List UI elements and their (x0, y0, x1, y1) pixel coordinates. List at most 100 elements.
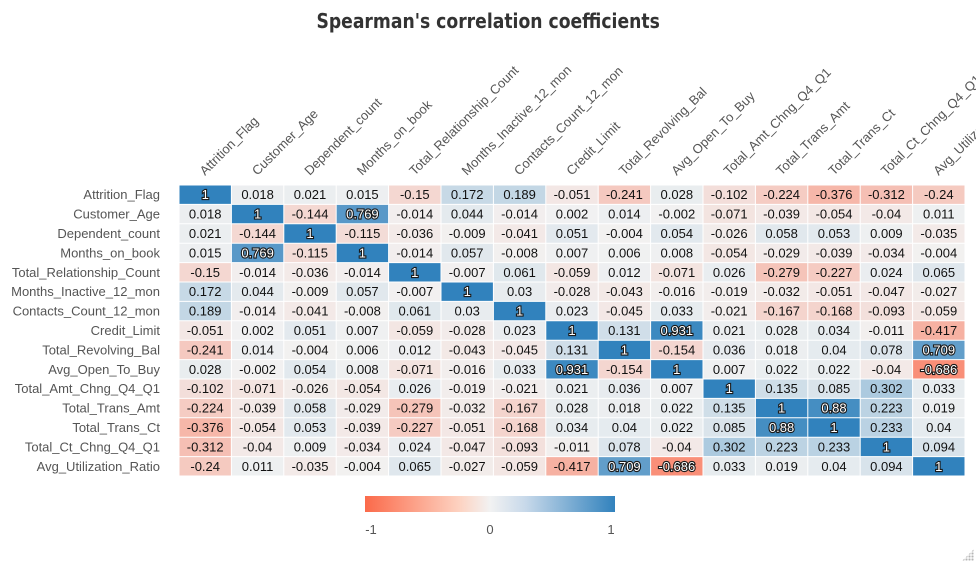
cell-value-label: -0.035 (292, 459, 329, 474)
heatmap-cell (650, 282, 703, 302)
heatmap-cell (703, 223, 756, 244)
heatmap-cell (388, 340, 441, 360)
row-label-avg-utilization-ratio: Avg_Utilization_Ratio (37, 459, 160, 474)
cell-value-label: 0.88 (769, 420, 794, 435)
heatmap-cell (598, 417, 651, 438)
cell-value-label: -0.014 (396, 245, 433, 260)
heatmap-cell (912, 340, 965, 360)
heatmap-cell (703, 282, 756, 302)
heatmap-cell (755, 359, 808, 379)
heatmap-cell (598, 437, 651, 457)
cell-value-label: 0.085 (713, 420, 746, 435)
cell-value-label: 0.094 (870, 459, 903, 474)
heatmap-cell (650, 456, 703, 476)
cell-value-label: 1 (673, 362, 680, 377)
heatmap-cell (755, 262, 808, 282)
heatmap-cell (703, 320, 756, 341)
cell-value-label: 0.028 (556, 401, 589, 416)
cell-value-label: 0.024 (870, 265, 903, 280)
heatmap-cell (807, 262, 861, 282)
heatmap-cell (493, 456, 546, 476)
cell-value-label: 0.189 (503, 187, 536, 202)
cell-value-label: -0.035 (920, 226, 957, 241)
cell-value-label: -0.154 (658, 342, 695, 357)
cell-value-label: 0.233 (818, 439, 851, 454)
heatmap-cell (703, 456, 756, 476)
heatmap-cell (388, 437, 441, 457)
cell-value-label: -0.032 (449, 401, 486, 416)
heatmap-cell (650, 379, 703, 399)
heatmap-cell (545, 456, 599, 476)
heatmap-cell (807, 437, 861, 457)
heatmap-cell (545, 185, 599, 205)
cell-value-label: 0.709 (923, 342, 956, 357)
heatmap-cell (441, 417, 494, 438)
heatmap-cell (860, 456, 913, 476)
heatmap-cell (755, 282, 808, 302)
heatmap-cell (755, 320, 808, 341)
heatmap-cell (231, 437, 284, 457)
cell-value-label: 0.189 (189, 304, 222, 319)
cell-value-label: 0.007 (661, 381, 694, 396)
cell-value-label: -0.014 (239, 265, 276, 280)
heatmap-cell (545, 301, 599, 321)
heatmap-cell (283, 340, 337, 360)
cell-value-label: -0.041 (292, 304, 329, 319)
cell-value-label: 0.002 (556, 207, 589, 222)
heatmap-cell (545, 359, 599, 379)
cell-value-label: 1 (778, 401, 785, 416)
heatmap-cell (336, 262, 389, 282)
cell-value-label: 0.034 (818, 323, 851, 338)
heatmap-cell (912, 301, 965, 321)
cell-value-label: -0.15 (400, 187, 430, 202)
cell-value-label: -0.054 (344, 381, 381, 396)
heatmap-cell (336, 320, 389, 341)
cell-value-label: -0.039 (344, 420, 381, 435)
cell-value-label: 0.051 (294, 323, 327, 338)
cell-value-label: -0.011 (554, 439, 590, 454)
heatmap-cell (912, 437, 965, 457)
heatmap-cell (860, 398, 913, 418)
heatmap-cell (807, 417, 861, 438)
heatmap-cell (493, 340, 546, 360)
heatmap-cell (283, 359, 337, 379)
heatmap-cell (231, 320, 284, 341)
cell-value-label: 0.054 (661, 226, 694, 241)
heatmap-cell (703, 359, 756, 379)
cell-value-label: -0.115 (292, 245, 328, 260)
heatmap-cell (441, 243, 494, 263)
heatmap-cell (650, 437, 703, 457)
heatmap-cell (703, 398, 756, 418)
cell-value-label: 0.028 (765, 323, 798, 338)
heatmap-cell (231, 262, 284, 282)
cell-value-label: 0.094 (923, 439, 956, 454)
heatmap-cell (912, 185, 965, 205)
heatmap-cell (283, 456, 337, 476)
cell-value-label: 0.007 (713, 362, 746, 377)
heatmap-cell (755, 204, 808, 224)
cell-value-label: -0.043 (606, 284, 643, 299)
heatmap-cell (336, 379, 389, 399)
heatmap-cell (493, 282, 546, 302)
heatmap-cell (231, 185, 284, 205)
cell-value-label: -0.027 (920, 284, 957, 299)
cell-value-label: -0.028 (554, 284, 591, 299)
cell-value-label: -0.059 (554, 265, 591, 280)
heatmap-cell (912, 282, 965, 302)
cell-value-label: -0.004 (344, 459, 381, 474)
heatmap-cell (860, 437, 913, 457)
heatmap-cell (231, 282, 284, 302)
heatmap-cell (755, 301, 808, 321)
heatmap-cell (283, 282, 337, 302)
color-scale-legend (365, 496, 615, 512)
heatmap-cell (703, 340, 756, 360)
cell-value-label: 0.033 (503, 362, 536, 377)
cell-value-label: -0.036 (396, 226, 433, 241)
cell-value-label: 0.172 (451, 187, 484, 202)
heatmap-cell (231, 379, 284, 399)
heatmap-cell (598, 243, 651, 263)
heatmap-cell (545, 262, 599, 282)
heatmap-cell (388, 359, 441, 379)
cell-value-label: 0.036 (713, 342, 746, 357)
heatmap-cell (336, 185, 389, 205)
